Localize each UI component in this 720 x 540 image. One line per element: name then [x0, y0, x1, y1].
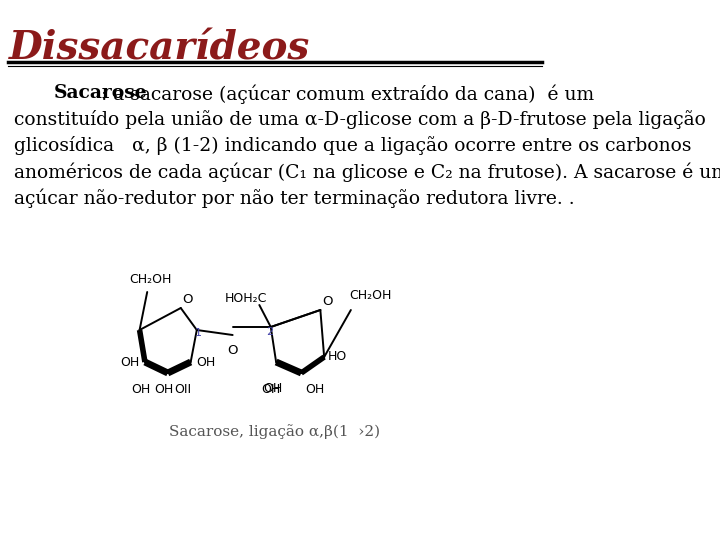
Text: Sacarose, ligação α,β(1  ›2): Sacarose, ligação α,β(1 ›2) — [169, 424, 380, 440]
Text: CH₂OH: CH₂OH — [349, 289, 392, 302]
Text: glicosídica   α, β (1-2) indicando que a ligação ocorre entre os carbonos: glicosídica α, β (1-2) indicando que a l… — [14, 136, 691, 155]
Text: 2: 2 — [266, 327, 273, 337]
Text: CH₂OH: CH₂OH — [130, 273, 172, 286]
Text: Dissacarídeos: Dissacarídeos — [9, 30, 310, 68]
Text: O: O — [182, 293, 193, 306]
Text: OH: OH — [132, 383, 150, 396]
Text: : a sacarose (açúcar comum extraído da cana)  é um: : a sacarose (açúcar comum extraído da c… — [101, 84, 594, 104]
Text: OII: OII — [174, 383, 192, 396]
Text: anoméricos de cada açúcar (C₁ na glicose e C₂ na frutose). A sacarose é um: anoméricos de cada açúcar (C₁ na glicose… — [14, 162, 720, 181]
Text: OH: OH — [261, 383, 280, 396]
Text: OH: OH — [305, 383, 324, 396]
Text: OH: OH — [264, 382, 283, 395]
Text: 1: 1 — [194, 328, 202, 338]
Text: O: O — [228, 344, 238, 357]
Text: OH: OH — [120, 355, 140, 368]
Text: O: O — [322, 295, 333, 308]
Text: OH: OH — [196, 355, 215, 368]
Text: HOH₂C: HOH₂C — [225, 292, 267, 305]
Text: açúcar não-redutor por não ter terminação redutora livre. .: açúcar não-redutor por não ter terminaçã… — [14, 188, 575, 207]
Text: constituído pela união de uma α-D-glicose com a β-D-frutose pela ligação: constituído pela união de uma α-D-glicos… — [14, 110, 706, 129]
Text: Sacarose: Sacarose — [53, 84, 147, 102]
Text: OH: OH — [154, 383, 174, 396]
Text: HO: HO — [328, 350, 347, 363]
